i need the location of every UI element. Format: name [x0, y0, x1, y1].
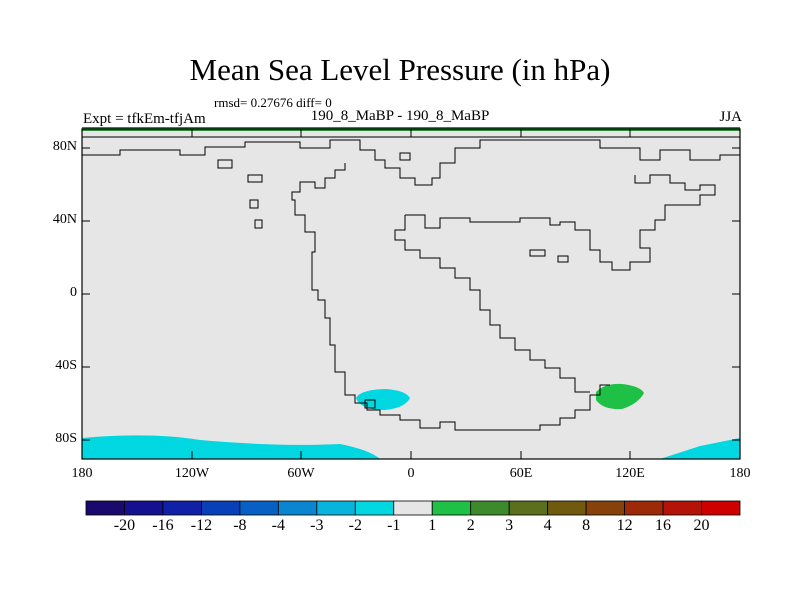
lon-label-180e: 180	[729, 466, 751, 481]
colorbar-swatch	[124, 500, 164, 516]
colorbar-swatch	[470, 500, 510, 516]
lon-label-60w: 60W	[287, 466, 315, 481]
lon-label-0: 0	[407, 466, 415, 481]
colorbar-tick-label: 4	[543, 517, 552, 534]
colorbar-swatch	[316, 500, 356, 516]
colorbar-tick-label: 3	[505, 517, 514, 534]
comparison-label: 190_8_MaBP - 190_8_MaBP	[310, 108, 490, 124]
colorbar-tick-label: -4	[271, 517, 285, 534]
lon-label-120e: 120E	[615, 466, 645, 481]
lat-label-0: 0	[70, 285, 77, 300]
southern-ocean-positive-anomaly	[596, 383, 644, 410]
colorbar-tick-label: -1	[387, 517, 401, 534]
colorbar-tick-label: -8	[233, 517, 247, 534]
colorbar-tick-label: 8	[582, 517, 591, 534]
lat-label-80s: 80S	[55, 431, 77, 446]
colorbar-swatch	[354, 500, 395, 516]
colorbar-tick-label: -16	[152, 517, 174, 534]
colorbar-swatch	[85, 500, 125, 516]
lat-label-40n: 40N	[52, 212, 77, 227]
page-title: Mean Sea Level Pressure (in hPa)	[189, 52, 611, 87]
lon-ticks	[81, 129, 741, 459]
colorbar-swatch	[239, 500, 279, 516]
southern-ocean-negative-anomaly	[356, 389, 410, 410]
lat-label-80n: 80N	[52, 139, 77, 154]
colorbar-tick-label: 20	[693, 517, 710, 534]
colorbar-tick-label: -12	[190, 517, 213, 534]
season-label: JJA	[719, 109, 742, 125]
antarctic-east-negative-anomaly	[660, 438, 740, 459]
colorbar-tick-label: -3	[310, 517, 324, 534]
stats-text: rmsd= 0.27676 diff= 0	[214, 95, 332, 110]
lon-label-60e: 60E	[509, 466, 533, 481]
colorbar	[85, 500, 741, 516]
experiment-label: Expt = tfkEm-tfjAm	[83, 111, 206, 127]
colorbar-swatch	[701, 500, 741, 516]
colorbar-tick-label: 1	[428, 517, 437, 534]
lat-label-40s: 40S	[55, 358, 77, 373]
colorbar-tick-label: 12	[616, 517, 633, 534]
colorbar-swatch	[277, 500, 318, 516]
colorbar-tick-label: -20	[113, 517, 136, 534]
colorbar-tick-label: -2	[348, 517, 362, 534]
colorbar-swatch	[431, 500, 472, 516]
antarctic-negative-anomaly	[82, 435, 380, 459]
colorbar-swatch	[662, 500, 702, 516]
lon-label-120w: 120W	[174, 466, 210, 481]
colorbar-swatch	[162, 500, 202, 516]
colorbar-swatch	[624, 500, 664, 516]
colorbar-swatch	[547, 500, 587, 516]
colorbar-tick-label: 16	[655, 517, 672, 534]
lat-ticks	[82, 147, 740, 441]
colorbar-swatch	[508, 500, 549, 516]
colorbar-tick-label: 2	[466, 517, 475, 534]
colorbar-swatch	[201, 500, 241, 516]
lon-label-180w: 180	[71, 466, 93, 481]
colorbar-swatch	[393, 500, 433, 516]
colorbar-swatch	[585, 500, 625, 516]
